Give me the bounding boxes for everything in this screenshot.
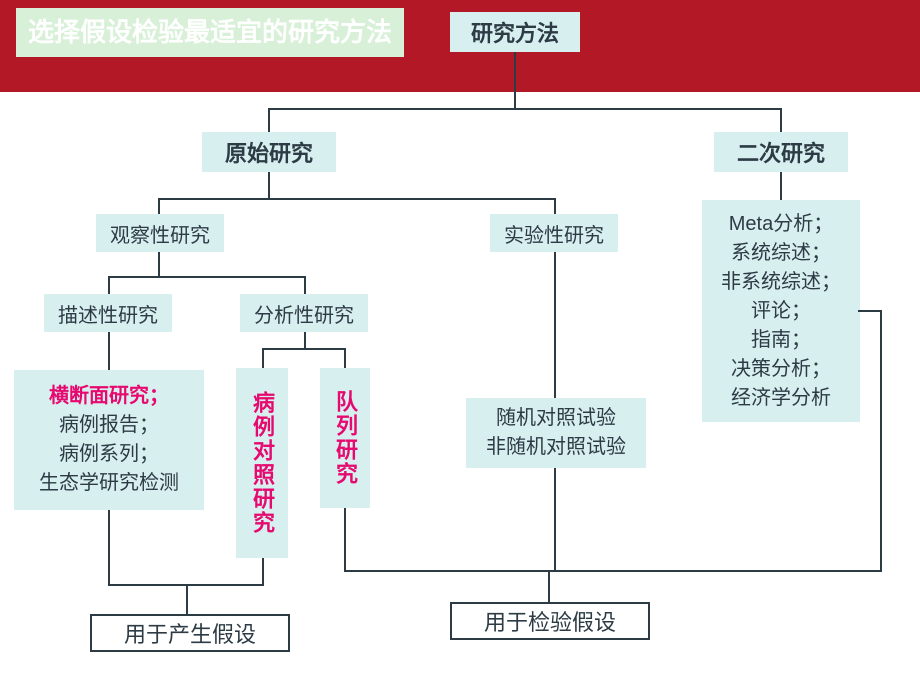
desc-item: 病例系列； bbox=[59, 440, 159, 469]
node-trials: 随机对照试验 非随机对照试验 bbox=[466, 398, 646, 468]
edge bbox=[880, 310, 882, 572]
node-case-control: 病例对照研究 bbox=[236, 368, 288, 558]
node-hypothesis-test: 用于检验假设 bbox=[450, 602, 650, 640]
edge bbox=[158, 198, 556, 200]
edge bbox=[304, 276, 306, 296]
secondary-item: 非系统综述； bbox=[721, 268, 841, 297]
edge bbox=[554, 252, 556, 400]
edge bbox=[554, 468, 556, 572]
node-cohort-label: 队列研究 bbox=[329, 390, 361, 486]
node-analytic-label: 分析性研究 bbox=[254, 299, 354, 328]
node-analytic: 分析性研究 bbox=[240, 294, 368, 332]
edge bbox=[262, 348, 264, 370]
edge bbox=[344, 348, 346, 370]
node-descriptive: 描述性研究 bbox=[44, 294, 172, 332]
page-title-text: 选择假设检验最适宜的研究方法 bbox=[28, 17, 392, 47]
secondary-item: 评论； bbox=[751, 297, 811, 326]
node-observational: 观察性研究 bbox=[96, 214, 224, 252]
edge bbox=[108, 276, 110, 296]
trial-item: 非随机对照试验 bbox=[486, 433, 626, 462]
desc-item: 生态学研究检测 bbox=[39, 469, 179, 498]
edge bbox=[186, 584, 188, 614]
secondary-item: 经济学分析 bbox=[731, 384, 831, 413]
node-root-label: 研究方法 bbox=[471, 16, 559, 48]
page-title: 选择假设检验最适宜的研究方法 bbox=[16, 8, 404, 57]
edge bbox=[108, 510, 110, 586]
secondary-item: Meta分析； bbox=[729, 210, 833, 239]
node-experimental-label: 实验性研究 bbox=[504, 219, 604, 248]
node-secondary-list: Meta分析；系统综述；非系统综述；评论；指南；决策分析；经济学分析 bbox=[702, 200, 860, 422]
edge bbox=[158, 252, 160, 278]
node-primary-label: 原始研究 bbox=[225, 136, 313, 168]
node-root: 研究方法 bbox=[450, 12, 580, 52]
node-hypothesis-gen-label: 用于产生假设 bbox=[124, 617, 256, 649]
node-hypothesis-test-label: 用于检验假设 bbox=[484, 605, 616, 637]
node-case-control-label: 病例对照研究 bbox=[246, 391, 278, 535]
edge bbox=[344, 570, 882, 572]
node-descriptive-list: 横断面研究； 病例报告； 病例系列； 生态学研究检测 bbox=[14, 370, 204, 510]
node-secondary-label: 二次研究 bbox=[737, 136, 825, 168]
edge bbox=[262, 558, 264, 586]
desc-item: 病例报告； bbox=[59, 411, 159, 440]
edge bbox=[108, 276, 306, 278]
edge bbox=[268, 172, 270, 200]
desc-heading: 横断面研究； bbox=[49, 382, 169, 411]
secondary-item: 系统综述； bbox=[731, 239, 831, 268]
node-descriptive-label: 描述性研究 bbox=[58, 299, 158, 328]
node-cohort: 队列研究 bbox=[320, 368, 370, 508]
node-secondary: 二次研究 bbox=[714, 132, 848, 172]
secondary-item: 指南； bbox=[751, 326, 811, 355]
node-hypothesis-gen: 用于产生假设 bbox=[90, 614, 290, 652]
edge bbox=[108, 332, 110, 370]
trial-item: 随机对照试验 bbox=[496, 404, 616, 433]
edge bbox=[268, 108, 782, 110]
edge bbox=[268, 108, 270, 132]
node-experimental: 实验性研究 bbox=[490, 214, 618, 252]
edge bbox=[514, 52, 516, 110]
edge bbox=[344, 508, 346, 572]
edge bbox=[858, 310, 882, 312]
edge bbox=[780, 172, 782, 202]
secondary-item: 决策分析； bbox=[731, 355, 831, 384]
node-primary: 原始研究 bbox=[202, 132, 336, 172]
edge bbox=[780, 108, 782, 132]
edge bbox=[548, 570, 550, 602]
node-observational-label: 观察性研究 bbox=[110, 219, 210, 248]
edge bbox=[262, 348, 346, 350]
